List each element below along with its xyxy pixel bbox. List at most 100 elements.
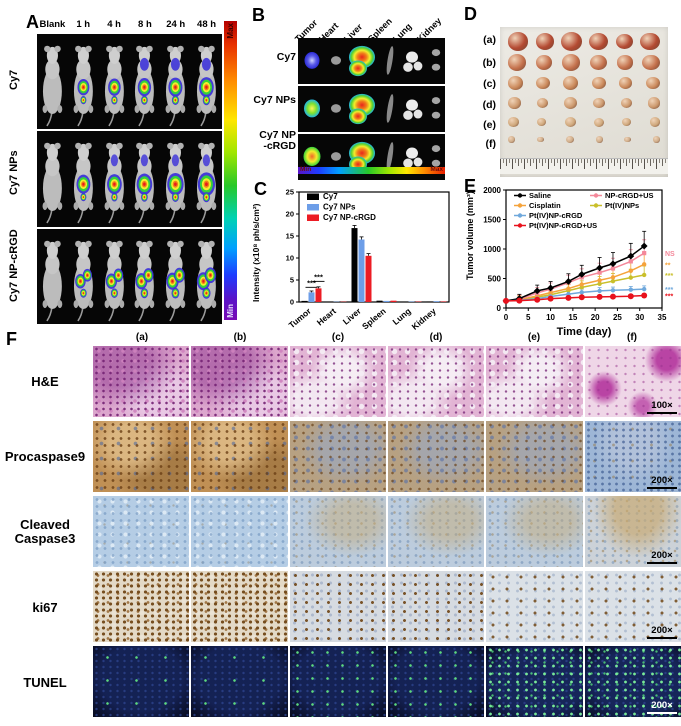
- svg-text:Tumor volume (mm³): Tumor volume (mm³): [465, 191, 475, 280]
- svg-text:Kidney: Kidney: [410, 306, 438, 332]
- tumor-specimen: [617, 55, 633, 70]
- tumor-specimen: [620, 98, 632, 108]
- histology-image: [191, 346, 288, 417]
- panel-a-timepoint-headers: Blank 1 h 4 h 8 h 24 h 48 h: [37, 19, 222, 30]
- mouse-image: [37, 131, 68, 226]
- tumor-specimen: [624, 136, 631, 143]
- svg-text:2000: 2000: [483, 186, 501, 195]
- magnification-label: 200×: [647, 475, 677, 489]
- histology-image: [486, 646, 583, 717]
- tumor-specimen: [619, 77, 633, 89]
- tumor-row: [508, 96, 660, 110]
- mouse-image: [68, 34, 99, 129]
- tumor-specimen: [535, 33, 554, 50]
- svg-text:Heart: Heart: [315, 306, 338, 328]
- svg-text:Pt(IV)NP-cRGD+US: Pt(IV)NP-cRGD+US: [529, 221, 597, 230]
- colorbar-min-label: Min: [226, 304, 235, 318]
- tumor-specimen: [592, 97, 605, 109]
- histology-row-label: Cleaved Caspase3: [14, 517, 76, 546]
- svg-text:30: 30: [635, 313, 644, 322]
- histology-image: 200×: [584, 571, 681, 642]
- histology-row-label: TUNEL: [23, 675, 67, 690]
- mouse-group-label: Cy7: [8, 69, 20, 90]
- mouse-image: [160, 229, 191, 324]
- colorbar-max-label: Max: [226, 23, 235, 39]
- mouse-image: [191, 34, 222, 129]
- tumor-specimen: [508, 117, 519, 127]
- panel-a-colorbar: Max Min: [224, 21, 237, 320]
- colorbar-min-label: Min: [300, 166, 312, 173]
- mouse-image: [191, 131, 222, 226]
- tumor-row: [508, 31, 660, 52]
- histology-image: [388, 346, 485, 417]
- tumor-specimen: [564, 117, 576, 127]
- histology-image: [486, 571, 583, 642]
- svg-text:5: 5: [526, 313, 531, 322]
- panel-e-line-chart: 0 500 1000 1500 2000 0 5 10 15 20 25 30 35 Time (day)…: [465, 186, 675, 338]
- svg-text:Cy7 NPs: Cy7 NPs: [323, 203, 356, 212]
- histology-image: [191, 646, 288, 717]
- timepoint-header: 48 h: [197, 19, 217, 30]
- histology-image: [289, 421, 386, 492]
- histology-image: [289, 496, 386, 567]
- histology-image: [486, 496, 583, 567]
- tumor-row-label: (a): [483, 34, 496, 46]
- svg-text:35: 35: [658, 313, 667, 322]
- svg-text:Pt(IV)NP-cRGD: Pt(IV)NP-cRGD: [529, 211, 583, 220]
- svg-text:20: 20: [591, 313, 600, 322]
- tumor-specimen: [535, 55, 552, 70]
- svg-text:Cy7 NP-cRGD: Cy7 NP-cRGD: [323, 213, 376, 222]
- svg-text:***: ***: [307, 278, 316, 287]
- svg-text:1000: 1000: [483, 245, 501, 254]
- tumor-specimen: [622, 117, 632, 127]
- svg-text:Time (day): Time (day): [557, 326, 612, 338]
- tumor-row-label: (c): [483, 78, 496, 90]
- histology-image: [388, 496, 485, 567]
- tumor-row-label: (f): [485, 138, 497, 150]
- mouse-image: [191, 229, 222, 324]
- histology-image: [93, 496, 190, 567]
- organ-row-label: Cy7 NP -cRGD: [259, 129, 296, 152]
- svg-text:25: 25: [613, 313, 622, 322]
- tumor-specimen: [536, 77, 550, 89]
- mouse-image-row: [37, 131, 222, 227]
- svg-text:0: 0: [504, 313, 509, 322]
- panel-a-mouse-image-grid: [37, 34, 222, 325]
- tumor-specimen: [561, 54, 581, 71]
- timepoint-header: 1 h: [76, 19, 91, 30]
- tumor-row-label: (d): [482, 99, 496, 111]
- svg-text:***: ***: [314, 272, 323, 281]
- histology-row-label: H&E: [31, 374, 59, 389]
- tumor-row: [508, 53, 660, 72]
- panel-f-histology-grid: 100× 200× 200× 200× 200×: [93, 346, 681, 717]
- tumor-specimen: [647, 97, 660, 109]
- svg-text:0: 0: [497, 304, 502, 313]
- tumor-specimen: [640, 32, 660, 51]
- panel-b-label: B: [252, 5, 265, 25]
- mouse-image: [37, 229, 68, 324]
- svg-text:**: **: [665, 262, 671, 269]
- tumor-specimen: [508, 97, 521, 109]
- mouse-image: [99, 229, 130, 324]
- magnification-label: 100×: [647, 400, 677, 414]
- timepoint-header: 24 h: [166, 19, 186, 30]
- svg-text:Intensity (x10⁸ ph/s/cm²): Intensity (x10⁸ ph/s/cm²): [251, 203, 261, 302]
- histology-image: [289, 571, 386, 642]
- mouse-image: [160, 34, 191, 129]
- histology-column-header: (c): [331, 332, 345, 343]
- panel-e-label: E: [464, 176, 477, 196]
- colorbar-max-label: Max: [430, 166, 443, 173]
- histology-column-header: (d): [429, 332, 443, 343]
- timepoint-header: Blank: [39, 19, 66, 30]
- svg-text:1500: 1500: [483, 215, 501, 224]
- tumor-specimen: [652, 136, 660, 143]
- histology-image: [191, 571, 288, 642]
- histology-row-label: ki67: [32, 600, 58, 615]
- tumor-specimen: [591, 76, 606, 90]
- tumor-specimen: [560, 32, 582, 51]
- ruler: [500, 158, 668, 174]
- tumor-specimen: [649, 117, 660, 127]
- tumor-specimen: [589, 32, 609, 51]
- tumor-specimen: [590, 54, 608, 71]
- histology-image: [93, 571, 190, 642]
